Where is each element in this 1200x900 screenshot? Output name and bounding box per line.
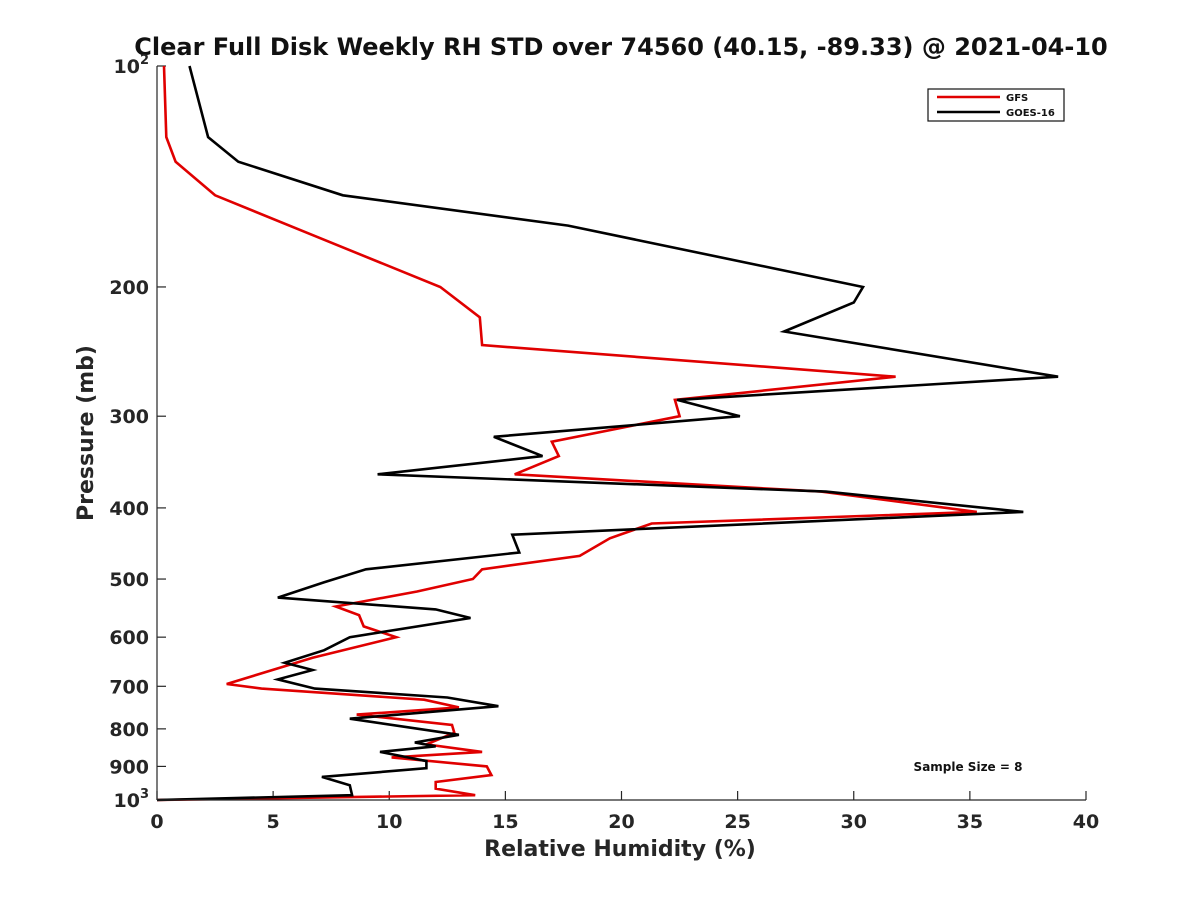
sample-size-annotation: Sample Size = 8 xyxy=(914,760,1023,774)
legend-label: GOES-16 xyxy=(1006,108,1055,119)
x-tick-label: 10 xyxy=(376,811,402,833)
y-tick-label: 600 xyxy=(109,627,149,649)
series-layer xyxy=(156,65,1059,802)
x-axis-ticks: 0 5 10 15 20 25 30 35 40 xyxy=(150,791,1099,833)
series-line-gfs xyxy=(156,65,977,802)
y-tick-label: 200 xyxy=(109,277,149,299)
y-axis-label: Pressure (mb) xyxy=(74,345,99,521)
x-tick-label: 35 xyxy=(957,811,983,833)
legend-entries: GFS GOES-16 xyxy=(937,93,1055,119)
y-tick-label: 900 xyxy=(109,756,149,778)
x-tick-label: 0 xyxy=(150,811,163,833)
x-tick-label: 5 xyxy=(267,811,280,833)
plot-area: 0 5 10 15 20 25 30 35 40 102 200 300 400 500 600 700 80… xyxy=(109,53,1099,833)
y-tick-label: 700 xyxy=(109,676,149,698)
y-tick-label: 102 xyxy=(114,53,150,78)
y-tick-label: 500 xyxy=(109,569,149,591)
x-tick-label: 30 xyxy=(841,811,867,833)
y-tick-label: 400 xyxy=(109,498,149,520)
x-tick-label: 20 xyxy=(608,811,634,833)
y-tick-label: 800 xyxy=(109,719,149,741)
x-tick-label: 25 xyxy=(724,811,750,833)
chart-title: Clear Full Disk Weekly RH STD over 74560… xyxy=(134,33,1107,61)
y-axis-ticks: 102 200 300 400 500 600 700 800 900 103 xyxy=(109,53,166,812)
legend-box xyxy=(927,88,1065,122)
y-tick-label: 103 xyxy=(114,787,150,812)
x-tick-label: 40 xyxy=(1073,811,1099,833)
x-tick-label: 15 xyxy=(492,811,518,833)
x-axis-label: Relative Humidity (%) xyxy=(484,837,756,862)
y-tick-label: 300 xyxy=(109,406,149,428)
series-line-goes-16 xyxy=(156,65,1059,802)
legend-label: GFS xyxy=(1006,93,1028,104)
legend: GFS GOES-16 xyxy=(927,88,1065,122)
